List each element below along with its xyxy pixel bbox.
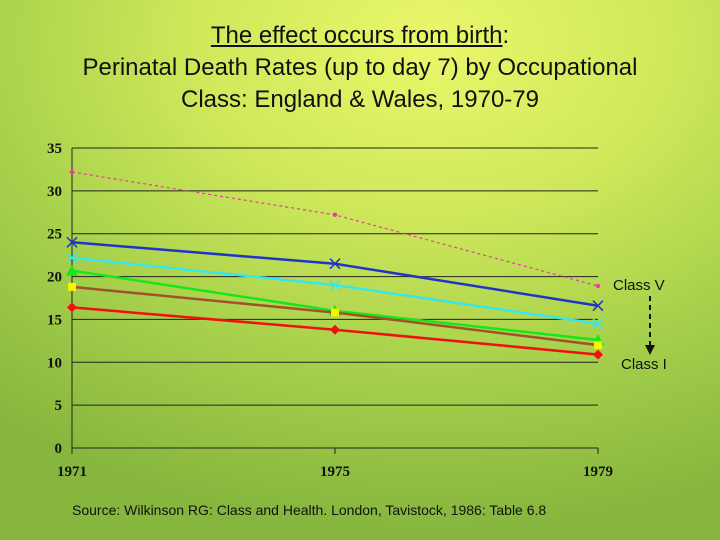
class-labels: Class V Class I: [613, 277, 667, 373]
data-point-series-1: [592, 300, 604, 312]
y-tick-label: 10: [47, 355, 62, 371]
title-line-3: Class: England & Wales, 1970-79: [181, 86, 539, 113]
class-v-label: Class V: [613, 277, 665, 294]
series-line-0: [71, 171, 599, 287]
series-line-1: [71, 241, 599, 307]
y-tick-label: 5: [55, 398, 63, 414]
axes: 0 5 10 15 20 25 30 35 1971 1975 1979: [47, 141, 613, 480]
source-note: Source: Wilkinson RG: Class and Health. …: [72, 502, 547, 518]
series-group: [66, 169, 604, 360]
data-point-series-5: [67, 302, 77, 313]
y-tick-label: 35: [47, 141, 62, 157]
x-tick-label: 1971: [57, 464, 87, 480]
x-tick-label: 1979: [583, 464, 613, 480]
x-tick-label: 1975: [320, 464, 350, 480]
y-tick-label: 20: [47, 270, 62, 286]
data-point-series-0: [332, 212, 338, 218]
data-point-series-0: [69, 169, 75, 175]
y-tick-label: 15: [47, 312, 62, 328]
data-point-series-4: [594, 341, 602, 350]
data-point-series-2: [329, 279, 341, 291]
y-tick-label: 0: [55, 441, 63, 457]
data-point-series-5: [330, 324, 340, 335]
title-suffix: :: [502, 22, 510, 49]
data-point-series-5: [593, 349, 603, 360]
data-point-series-4: [68, 282, 76, 291]
data-point-series-2: [592, 318, 604, 330]
data-point-series-2: [66, 252, 78, 264]
data-point-series-4: [331, 308, 339, 317]
y-tick-label: 30: [47, 184, 62, 200]
title-line-2: Perinatal Death Rates (up to day 7) by O…: [82, 54, 638, 81]
data-point-series-1: [66, 236, 78, 248]
data-point-series-1: [329, 258, 341, 270]
class-i-label: Class I: [621, 356, 667, 373]
gridlines: [72, 147, 598, 406]
title-line-1: The effect occurs from birth:: [0, 20, 720, 52]
y-tick-label: 25: [47, 227, 62, 243]
chart-title: The effect occurs from birth: Perinatal …: [0, 20, 720, 116]
title-underlined: The effect occurs from birth: [210, 22, 503, 49]
data-point-series-0: [595, 283, 601, 289]
data-point-series-3: [66, 264, 78, 276]
